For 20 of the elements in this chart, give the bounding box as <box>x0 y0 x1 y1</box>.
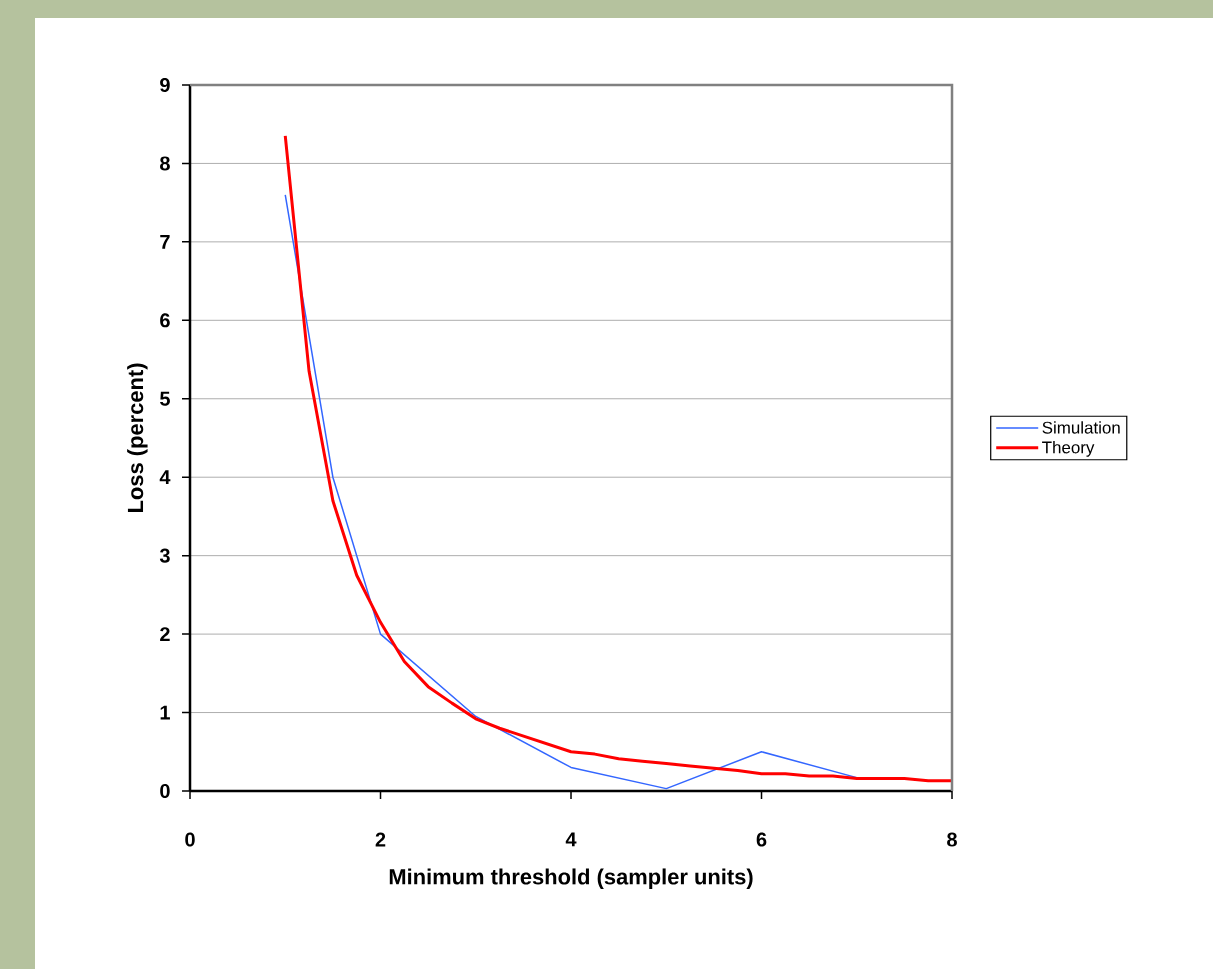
y-tick-label: 9 <box>160 77 170 93</box>
y-tick-label: 1 <box>160 705 170 720</box>
y-tick-label: 7 <box>160 235 170 249</box>
y-tick-label: 3 <box>159 548 170 563</box>
line-series <box>284 194 858 790</box>
x-tick-label: 8 <box>947 832 957 847</box>
y-tick-label: 0 <box>160 783 170 799</box>
x-tick-label: 0 <box>185 832 195 847</box>
y-tick-label: 6 <box>160 313 170 328</box>
x-tick-label: 2 <box>375 832 386 847</box>
y-axis-title: Loss (percent) <box>127 363 148 513</box>
x-axis-title: Minimum threshold (sampler units) <box>389 868 753 889</box>
legend-label: Simulation <box>1042 421 1120 434</box>
legend-label: Theory <box>1042 440 1095 457</box>
y-tick-label: 8 <box>160 156 170 171</box>
y-tick-label: 4 <box>159 470 171 485</box>
x-tick-label: 6 <box>756 832 767 847</box>
y-tick-label: 2 <box>160 627 170 642</box>
y-tick-label: 5 <box>160 391 170 406</box>
x-tick-label: 4 <box>565 832 577 847</box>
